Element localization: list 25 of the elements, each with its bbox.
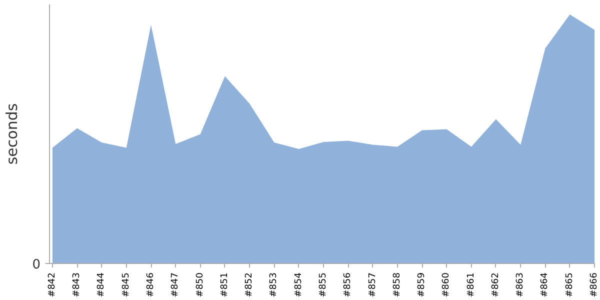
x-tick-label: #857 <box>368 272 378 298</box>
x-tick-label: #854 <box>294 272 304 298</box>
x-tick-label: #852 <box>244 272 255 298</box>
x-tick-label: #851 <box>220 272 230 298</box>
x-tick-label: #845 <box>121 272 132 298</box>
x-tick-label: #847 <box>170 272 181 298</box>
x-tick-label: #858 <box>392 272 402 298</box>
x-tick-label: #863 <box>516 272 526 298</box>
x-tick-label: #865 <box>564 272 575 298</box>
x-tick-label: #866 <box>590 272 600 298</box>
x-tick-label: #843 <box>72 272 82 298</box>
x-tick-label: #853 <box>269 272 280 298</box>
x-tick-label: #846 <box>146 272 156 298</box>
x-tick-label: #864 <box>540 272 550 298</box>
x-tick-label: #855 <box>318 272 328 298</box>
y-axis-title: seconds <box>3 103 22 165</box>
x-tick-label: #850 <box>195 272 206 298</box>
x-tick-label: #861 <box>466 272 476 298</box>
x-tick-label: #856 <box>343 272 354 298</box>
x-tick-label: #844 <box>96 272 107 298</box>
x-tick-label: #860 <box>442 272 452 298</box>
x-tick-label: #859 <box>417 272 428 298</box>
x-tick-label: #842 <box>47 272 58 298</box>
x-tick-label: #862 <box>490 272 501 298</box>
text: 0 <box>32 258 41 272</box>
